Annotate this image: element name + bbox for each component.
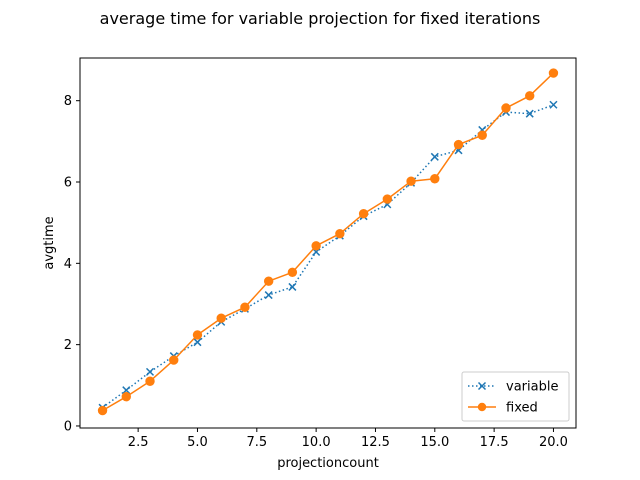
x-marker-stroke bbox=[525, 109, 534, 118]
x-tick-label: 17.5 bbox=[480, 435, 509, 450]
data-point-variable bbox=[264, 291, 273, 300]
data-point-fixed bbox=[548, 68, 559, 78]
data-point-variable bbox=[288, 282, 297, 291]
y-tick-label: 8 bbox=[64, 94, 72, 109]
x-axis-label: projectioncount bbox=[277, 456, 379, 471]
x-tick-label: 20.0 bbox=[539, 435, 568, 450]
data-point-fixed bbox=[169, 355, 179, 365]
x-tick-label: 12.5 bbox=[361, 435, 390, 450]
x-tick-label: 7.5 bbox=[246, 435, 267, 450]
x-tick-label: 2.5 bbox=[128, 435, 149, 450]
legend-marker bbox=[477, 381, 487, 391]
y-tick-label: 6 bbox=[64, 176, 72, 191]
series-layer bbox=[97, 68, 559, 416]
x-tick-label: 10.0 bbox=[302, 435, 331, 450]
legend-marker bbox=[477, 402, 487, 412]
data-point-fixed bbox=[311, 241, 321, 251]
legend-label: fixed bbox=[506, 401, 538, 416]
data-point-fixed bbox=[501, 103, 511, 113]
x-axis-ticks: 2.5 5.0 7.5 10.0 12.5 15.0 17.5 20.0 bbox=[128, 428, 568, 450]
legend-box bbox=[461, 371, 570, 422]
legend: variable fixed bbox=[461, 371, 570, 422]
x-marker-stroke bbox=[122, 386, 131, 395]
data-point-fixed bbox=[287, 267, 298, 277]
plot-frame bbox=[79, 57, 577, 429]
data-point-fixed bbox=[477, 130, 487, 140]
series-fixed bbox=[97, 68, 559, 416]
data-point-fixed bbox=[430, 174, 440, 184]
y-tick-label: 4 bbox=[64, 257, 72, 272]
x-marker-stroke bbox=[549, 100, 558, 109]
data-point-fixed bbox=[406, 176, 416, 186]
data-point-fixed bbox=[121, 391, 131, 402]
data-point-fixed bbox=[335, 228, 345, 239]
y-axis-ticks: 0 2 4 6 8 bbox=[64, 94, 80, 434]
data-point-variable bbox=[430, 152, 439, 161]
x-tick-label: 5.0 bbox=[187, 435, 208, 450]
x-marker-stroke bbox=[193, 338, 202, 347]
data-point-fixed bbox=[525, 91, 535, 101]
y-axis-label: avgtime bbox=[42, 216, 57, 269]
data-point-variable bbox=[525, 109, 534, 118]
legend-item-variable: variable bbox=[468, 380, 558, 395]
plot-area bbox=[80, 58, 576, 428]
legend-items: variable fixed bbox=[468, 380, 558, 416]
x-marker-stroke bbox=[145, 367, 155, 376]
data-point-variable bbox=[549, 100, 558, 109]
data-point-variable bbox=[122, 386, 131, 395]
x-tick-label: 15.0 bbox=[420, 435, 449, 450]
y-tick-label: 2 bbox=[64, 338, 72, 353]
data-point-variable bbox=[193, 338, 202, 347]
x-marker-stroke bbox=[264, 291, 273, 300]
x-marker-stroke bbox=[430, 152, 439, 161]
x-marker-stroke bbox=[288, 282, 297, 291]
data-point-fixed bbox=[263, 276, 274, 286]
data-point-variable bbox=[145, 367, 155, 376]
data-point-fixed bbox=[216, 313, 226, 323]
data-point-fixed bbox=[453, 139, 464, 150]
data-point-fixed bbox=[382, 194, 393, 204]
legend-item-fixed: fixed bbox=[468, 401, 538, 416]
data-point-fixed bbox=[358, 209, 369, 219]
data-point-fixed bbox=[240, 302, 250, 312]
data-point-fixed bbox=[145, 376, 155, 386]
y-tick-label: 0 bbox=[64, 419, 72, 434]
legend-label: variable bbox=[506, 380, 558, 395]
x-marker-stroke bbox=[477, 381, 487, 391]
data-point-fixed bbox=[192, 330, 203, 340]
data-point-fixed bbox=[97, 405, 108, 416]
chart-title: average time for variable projection for… bbox=[100, 9, 541, 28]
